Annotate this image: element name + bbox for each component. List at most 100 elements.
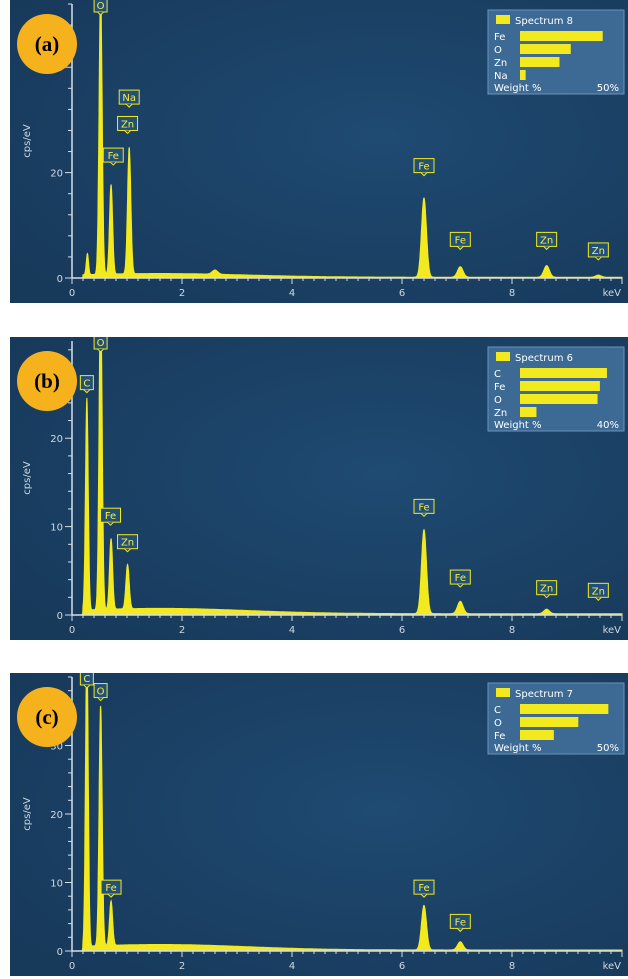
x-tick-label: 0 bbox=[69, 961, 75, 972]
legend-item-bar bbox=[520, 730, 554, 740]
peak-label-pointer bbox=[594, 596, 602, 602]
legend-item-bar bbox=[520, 704, 609, 714]
peak-label-pointer bbox=[543, 594, 551, 599]
x-tick-label: 2 bbox=[179, 961, 185, 972]
peak-label-fe: Fe bbox=[455, 917, 466, 928]
legend-footer-label: Weight % bbox=[494, 83, 542, 94]
peak-label-fe: Fe bbox=[455, 573, 466, 584]
spectrum-chart-a: 02468keV02040cps/eVONaZnFeFeFeZnZnSpectr… bbox=[10, 0, 628, 303]
legend-item-label: Zn bbox=[494, 58, 507, 69]
legend-swatch bbox=[496, 688, 510, 697]
peak-label-pointer bbox=[456, 583, 464, 588]
legend-item-label: Zn bbox=[494, 408, 507, 419]
legend-scale-max: 50% bbox=[597, 743, 619, 754]
y-tick-label: 20 bbox=[50, 169, 63, 180]
peak-label-pointer bbox=[124, 548, 131, 553]
x-tick-label: 0 bbox=[69, 625, 75, 636]
legend-title: Spectrum 6 bbox=[515, 353, 573, 364]
legend-item-label: Fe bbox=[494, 382, 505, 393]
peak-label-fe: Fe bbox=[418, 883, 429, 894]
legend-item-label: O bbox=[494, 718, 502, 729]
peak-label-box bbox=[93, 683, 108, 699]
legend-item-bar bbox=[520, 381, 600, 391]
y-axis-label: cps/eV bbox=[22, 797, 33, 831]
peak-label-box bbox=[117, 534, 139, 550]
peak-label-c: C bbox=[83, 674, 90, 685]
x-tick-label: 0 bbox=[69, 288, 75, 299]
legend-item-label: C bbox=[494, 705, 501, 716]
legend-swatch bbox=[496, 15, 510, 24]
peak-label-pointer bbox=[109, 161, 117, 166]
peak-label-o: O bbox=[97, 1, 105, 12]
legend-item-bar bbox=[520, 57, 560, 67]
peak-label-zn: Zn bbox=[540, 235, 553, 246]
panel-letter-b: (b) bbox=[34, 369, 60, 393]
peak-label-pointer bbox=[420, 172, 428, 177]
x-axis-label: keV bbox=[603, 961, 622, 972]
x-axis-label: keV bbox=[603, 288, 622, 299]
legend-item-bar bbox=[520, 394, 598, 404]
peak-label-fe: Fe bbox=[108, 151, 119, 162]
peak-label-fe: Fe bbox=[418, 502, 429, 513]
x-tick-label: 8 bbox=[509, 288, 515, 299]
legend-item-bar bbox=[520, 407, 537, 417]
peak-label-pointer bbox=[420, 893, 428, 898]
peak-label-fe: Fe bbox=[105, 883, 116, 894]
peak-label-pointer bbox=[125, 103, 133, 108]
spectrum-trace bbox=[77, 337, 623, 616]
peak-label-pointer bbox=[543, 246, 551, 251]
y-tick-label: 0 bbox=[57, 947, 63, 958]
legend-item-bar bbox=[520, 368, 607, 378]
legend-item-bar bbox=[520, 44, 571, 54]
y-tick-label: 0 bbox=[57, 611, 63, 622]
x-tick-label: 8 bbox=[509, 961, 515, 972]
x-tick-label: 6 bbox=[399, 961, 405, 972]
peak-label-pointer bbox=[456, 928, 464, 933]
peak-label-o: O bbox=[97, 687, 105, 698]
legend-item-label: O bbox=[494, 45, 502, 56]
x-axis-label: keV bbox=[603, 625, 622, 636]
x-tick-label: 4 bbox=[289, 288, 295, 299]
panel-badge bbox=[17, 351, 77, 411]
spectrum-panel-a: 02468keV02040cps/eVONaZnFeFeFeZnZnSpectr… bbox=[10, 0, 628, 303]
peak-label-zn: Zn bbox=[121, 119, 134, 130]
peak-label-pointer bbox=[594, 256, 602, 261]
peak-label-zn: Zn bbox=[592, 246, 605, 257]
peak-label-pointer bbox=[97, 11, 104, 16]
peak-label-na: Na bbox=[122, 93, 136, 104]
y-tick-label: 30 bbox=[50, 742, 63, 753]
y-tick-label: 0 bbox=[57, 274, 63, 285]
panel-badge bbox=[17, 687, 77, 747]
x-tick-label: 2 bbox=[179, 288, 185, 299]
legend-title: Spectrum 7 bbox=[515, 689, 573, 700]
peak-label-c: C bbox=[83, 379, 90, 390]
legend-scale-max: 50% bbox=[597, 83, 619, 94]
legend-item-label: Na bbox=[494, 71, 508, 82]
legend-item-label: Fe bbox=[494, 32, 505, 43]
peak-label-pointer bbox=[83, 684, 91, 689]
peak-label-pointer bbox=[97, 697, 104, 702]
panel-badge bbox=[17, 14, 77, 74]
legend-item-bar bbox=[520, 70, 526, 80]
legend-item-label: C bbox=[494, 369, 501, 380]
peak-label-pointer bbox=[83, 389, 91, 394]
legend-item-label: O bbox=[494, 395, 502, 406]
x-tick-label: 6 bbox=[399, 625, 405, 636]
peak-label-fe: Fe bbox=[418, 162, 429, 173]
peak-label-pointer bbox=[107, 521, 114, 526]
panel-letter-a: (a) bbox=[35, 32, 60, 56]
legend-footer-label: Weight % bbox=[494, 743, 542, 754]
peak-label-pointer bbox=[456, 246, 464, 251]
legend-title: Spectrum 8 bbox=[515, 16, 573, 27]
peak-label-zn: Zn bbox=[592, 586, 605, 597]
legend-item-bar bbox=[520, 31, 603, 41]
x-tick-label: 2 bbox=[179, 625, 185, 636]
legend-footer-label: Weight % bbox=[494, 420, 542, 431]
y-tick-label: 20 bbox=[50, 810, 63, 821]
y-tick-label: 10 bbox=[50, 879, 63, 890]
x-tick-label: 4 bbox=[289, 961, 295, 972]
x-tick-label: 4 bbox=[289, 625, 295, 636]
spectrum-panel-b: 0 2 4 6 8 keV 0 10 20 cps/eV O C Fe Zn Fe Fe Zn Zn Spectru… bbox=[10, 337, 628, 640]
legend-item-label: Fe bbox=[494, 731, 505, 742]
